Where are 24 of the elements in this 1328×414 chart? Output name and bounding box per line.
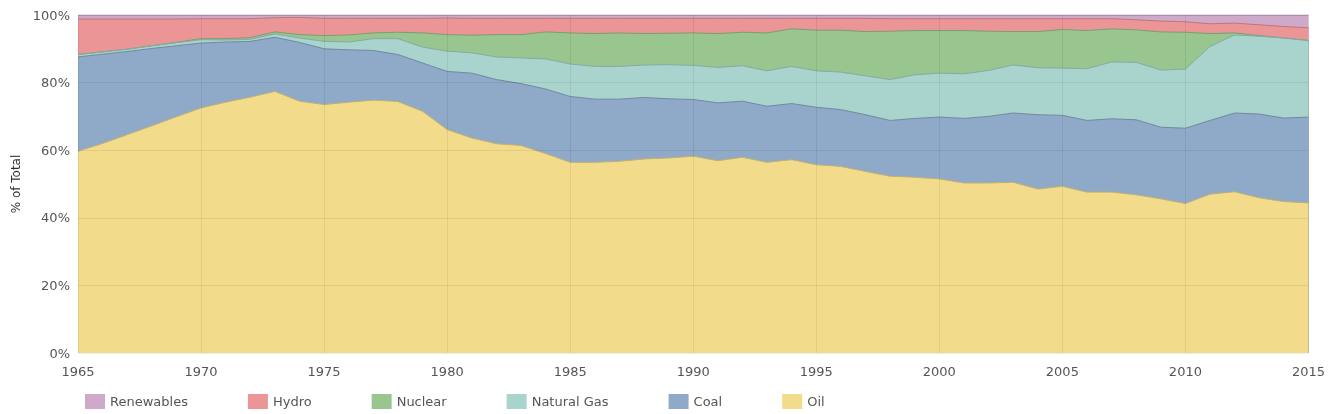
legend-label: Hydro (272, 394, 312, 409)
y-tick-label: 40% (41, 210, 70, 226)
legend-label: Nuclear (396, 394, 448, 409)
y-tick-label: 20% (41, 277, 70, 293)
y-axis-title: % of Total (8, 154, 23, 214)
y-tick-label: 80% (41, 75, 70, 91)
y-tick-label: 100% (32, 7, 70, 23)
x-tick-label: 1980 (430, 364, 464, 379)
legend-label: Natural Gas (531, 394, 609, 409)
x-tick-label: 1995 (799, 364, 833, 379)
x-tick-label: 1975 (307, 364, 341, 379)
y-tick-label: 0% (49, 345, 70, 361)
x-tick-label: 2005 (1045, 364, 1079, 379)
legend-label: Oil (807, 394, 825, 409)
y-tick-label: 60% (41, 142, 70, 158)
x-tick-label: 2000 (922, 364, 956, 379)
x-tick-label: 1965 (61, 364, 95, 379)
x-tick-label: 2010 (1168, 364, 1202, 379)
legend-label: Renewables (110, 394, 189, 409)
x-tick-label: 1990 (676, 364, 710, 379)
legend-label: Coal (693, 394, 723, 409)
x-tick-label: 2015 (1291, 364, 1325, 379)
x-tick-label: 1985 (553, 364, 587, 379)
x-tick-label: 1970 (184, 364, 218, 379)
